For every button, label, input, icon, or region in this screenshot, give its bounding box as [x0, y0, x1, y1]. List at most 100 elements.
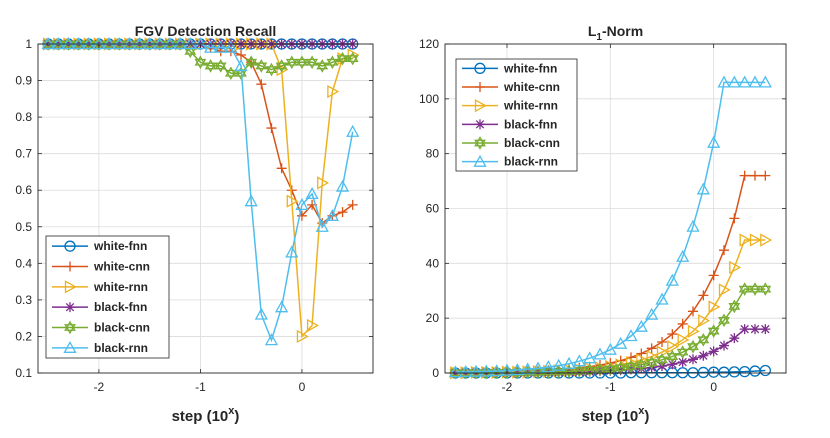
data-point [667, 340, 680, 354]
data-point [325, 208, 339, 221]
data-point [655, 292, 669, 305]
data-point [132, 37, 147, 50]
data-point [667, 329, 678, 340]
data-point [676, 249, 690, 262]
data-point [719, 340, 729, 351]
x-tick-label: -1 [605, 380, 616, 394]
legend-marker [474, 99, 487, 113]
legend-entry-white-cnn: white-cnn [462, 80, 560, 94]
data-point [636, 363, 647, 374]
legend-label: white-cnn [503, 80, 560, 94]
y-tick-label: 0.4 [15, 256, 32, 270]
data-point [326, 55, 339, 70]
data-point [296, 210, 307, 221]
data-point [224, 66, 237, 81]
data-point [583, 351, 597, 364]
data-point [276, 62, 289, 77]
data-point [646, 343, 657, 354]
data-point [634, 319, 648, 332]
data-point [203, 40, 218, 53]
data-point [656, 353, 668, 367]
data-point [657, 337, 667, 348]
data-point [645, 355, 658, 370]
legend-marker [64, 280, 77, 294]
data-point [594, 362, 606, 377]
legend-entry-white-fnn: white-fnn [462, 61, 557, 75]
data-point [346, 124, 360, 137]
legend-marker [474, 62, 486, 74]
chart-title: L1-Norm [588, 23, 643, 43]
data-point [295, 197, 309, 210]
data-point [337, 207, 348, 218]
data-point [707, 135, 721, 148]
data-point [696, 182, 710, 195]
data-point [729, 213, 740, 224]
data-point [510, 363, 524, 376]
y-tick-label: 0.3 [15, 293, 32, 307]
data-point [264, 333, 279, 346]
data-point [173, 37, 187, 50]
legend-label: black-rnn [504, 155, 558, 169]
data-point [163, 37, 177, 50]
data-point [719, 245, 729, 256]
data-point [728, 299, 741, 314]
data-point [296, 55, 308, 70]
data-point [521, 362, 535, 375]
data-point [122, 37, 136, 50]
data-point [286, 194, 299, 208]
data-point [296, 329, 309, 344]
data-point [738, 75, 752, 88]
data-point [315, 219, 329, 232]
data-point [183, 37, 197, 50]
data-point [635, 357, 648, 372]
data-point [92, 37, 106, 50]
data-point [532, 365, 544, 379]
chart-panel-2: -2 -1 0 0 20 40 60 80 100 120 L1-Norm step (10x) whi… [419, 23, 787, 425]
data-point [758, 75, 772, 88]
legend-label: black-cnn [94, 321, 150, 335]
x-tick-label: 0 [710, 380, 717, 394]
data-point [676, 345, 689, 359]
data-point [112, 37, 126, 50]
data-point [624, 329, 638, 342]
data-point [760, 233, 773, 247]
x-tick-label: -2 [94, 380, 105, 394]
y-tick-label: 0.9 [15, 74, 32, 88]
data-point [666, 349, 679, 364]
data-point [214, 40, 228, 53]
x-axis-label: step (10x) [582, 405, 650, 425]
data-point [346, 51, 359, 66]
x-tick-label: -2 [502, 380, 513, 394]
legend-marker [64, 320, 76, 335]
data-point [316, 59, 329, 73]
data-point [347, 199, 358, 210]
legend-label: black-fnn [94, 300, 147, 314]
data-point [347, 48, 360, 62]
data-point [236, 49, 247, 60]
data-point [665, 273, 679, 286]
legend-marker [475, 82, 485, 92]
data-point [738, 282, 751, 296]
data-point [698, 314, 711, 328]
data-point [677, 357, 688, 368]
legend-entry-white-cnn: white-cnn [52, 260, 150, 274]
data-point [61, 37, 76, 50]
y-tick-label: 80 [426, 147, 440, 161]
data-point [336, 51, 349, 66]
data-point [686, 219, 700, 232]
data-point [615, 355, 626, 366]
data-point [595, 366, 605, 377]
data-point [574, 366, 585, 377]
data-point [255, 59, 268, 73]
legend-entry-black-fnn: black-fnn [462, 117, 557, 131]
y-tick-label: 0.5 [15, 220, 32, 234]
data-point [317, 176, 330, 190]
data-point [143, 37, 157, 50]
y-tick-label: 0 [432, 366, 439, 380]
data-point [707, 324, 720, 338]
data-point [479, 364, 493, 377]
data-point [335, 179, 350, 192]
y-tick-label: 0.8 [15, 110, 32, 124]
legend-entry-black-cnn: black-cnn [52, 321, 150, 335]
data-point [275, 59, 288, 73]
